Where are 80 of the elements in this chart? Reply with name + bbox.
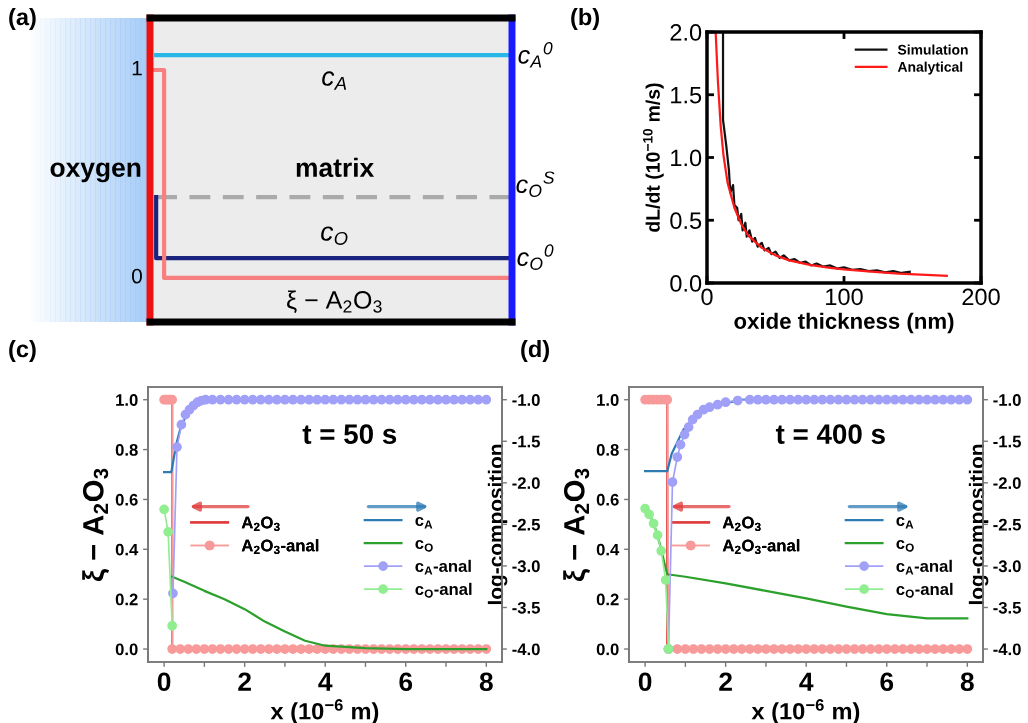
text: c$_{A}$: [322, 71, 347, 90]
legend-label: c$_{O}$-anal: [415, 582, 472, 598]
x-tick-label: 2: [238, 672, 251, 691]
y2-tick-label: -3.5: [993, 601, 1021, 614]
y-tick-label: 0.4: [596, 543, 620, 556]
legend-label: A$_{2}$O$_{3}$-anal: [722, 539, 800, 555]
y-axis-title: ξ − A$_{2}$O$_{3}$: [563, 468, 591, 582]
legend-label: Simulation: [897, 44, 968, 55]
y2-tick-label: -1.0: [512, 394, 540, 406]
y-tick-label: 0.6: [596, 493, 619, 506]
text: 0: [131, 268, 142, 284]
text: c$_{O}$$^{0}$: [517, 244, 554, 270]
y-axis-title: dL/dt (10$^{−10}$ m/s): [642, 83, 664, 232]
y-tick-label: 0.0: [596, 643, 619, 656]
y-tick-label: 0.8: [115, 443, 138, 456]
y-tick-label: 1.5: [671, 87, 702, 104]
x-tick-label: 0: [157, 672, 171, 692]
x-tick-label: 100: [826, 288, 863, 306]
y-tick-label: 0.2: [115, 593, 138, 606]
y-tick-label: 1.0: [671, 149, 702, 167]
y2-tick-label: -2.5: [993, 518, 1021, 531]
y-tick-label: 0.8: [596, 443, 619, 456]
y-tick-label: 1.0: [597, 394, 619, 406]
legend-label: c$_{A}$-anal: [415, 559, 471, 575]
legend-label: A$_{2}$O$_{3}$-anal: [241, 539, 319, 555]
y2-axis-title: log-composition: [968, 444, 989, 605]
x-tick-label: 8: [960, 672, 974, 692]
legend-label: c$_{A}$: [896, 516, 914, 529]
y2-tick-label: -3.0: [512, 560, 540, 573]
legend-label: Analytical: [897, 61, 963, 75]
y2-tick-label: -2.0: [512, 477, 540, 490]
x-tick-label: 200: [962, 288, 1000, 306]
x-tick-label: 0: [701, 288, 713, 306]
y-tick-label: 0.4: [115, 543, 139, 556]
y-axis-title: ξ − A$_{2}$O$_{3}$: [82, 468, 110, 582]
y-tick-label: 0.2: [596, 593, 619, 606]
x-tick-label: 4: [799, 672, 814, 691]
text: (a): [9, 8, 36, 31]
text: c$_{O}$: [321, 226, 348, 245]
annotation: t = 50 s: [302, 424, 397, 444]
y-tick-label: 0.0: [115, 643, 138, 656]
legend-label: c$_{O}$: [415, 539, 433, 552]
y2-tick-label: -2.5: [512, 518, 540, 531]
legend-label: A$_{2}$O$_{3}$: [241, 516, 280, 532]
y2-tick-label: -4.0: [993, 643, 1021, 656]
text: matrix: [296, 157, 375, 178]
y-tick-label: 1.0: [116, 394, 138, 406]
y2-tick-label: -3.5: [512, 601, 540, 614]
chart-title: (b): [571, 8, 599, 31]
text: c$_{O}$$^{S}$: [516, 171, 555, 197]
y-tick-label: 0.6: [115, 493, 138, 506]
text: c$_{A}$$^{0}$: [518, 42, 553, 68]
x-tick-label: 6: [399, 672, 413, 692]
legend-label: c$_{O}$-anal: [896, 582, 953, 598]
y2-axis-title: log-composition: [487, 444, 508, 605]
x-tick-label: 0: [638, 672, 652, 692]
annotation: t = 400 s: [775, 424, 885, 444]
chart-title: (d): [521, 340, 549, 363]
y2-tick-label: -4.0: [512, 643, 540, 656]
y2-tick-label: -1.5: [512, 435, 540, 448]
x-axis-title: oxide thickness (nm): [734, 312, 954, 334]
x-tick-label: 2: [719, 672, 732, 691]
legend-label: c$_{O}$: [896, 539, 914, 552]
x-tick-label: 6: [880, 672, 894, 692]
y-tick-label: 2.0: [670, 24, 702, 41]
legend-label: c$_{A}$: [415, 516, 433, 529]
y-tick-label: 0.0: [670, 275, 702, 292]
y2-tick-label: -1.0: [993, 394, 1021, 406]
y2-tick-label: -3.0: [993, 560, 1021, 573]
y2-tick-label: -1.5: [993, 435, 1021, 448]
text: ξ − A$_{2}$O$_{3}$: [287, 290, 382, 313]
text: oxygen: [50, 162, 141, 183]
text: 1: [132, 61, 142, 76]
y2-tick-label: -2.0: [993, 477, 1021, 490]
legend-label: A$_{2}$O$_{3}$: [722, 516, 761, 532]
chart-title: (c): [9, 340, 36, 363]
x-tick-label: 8: [479, 672, 493, 692]
y-tick-label: 0.5: [670, 212, 702, 230]
x-tick-label: 4: [318, 672, 333, 691]
legend-label: c$_{A}$-anal: [896, 559, 952, 575]
